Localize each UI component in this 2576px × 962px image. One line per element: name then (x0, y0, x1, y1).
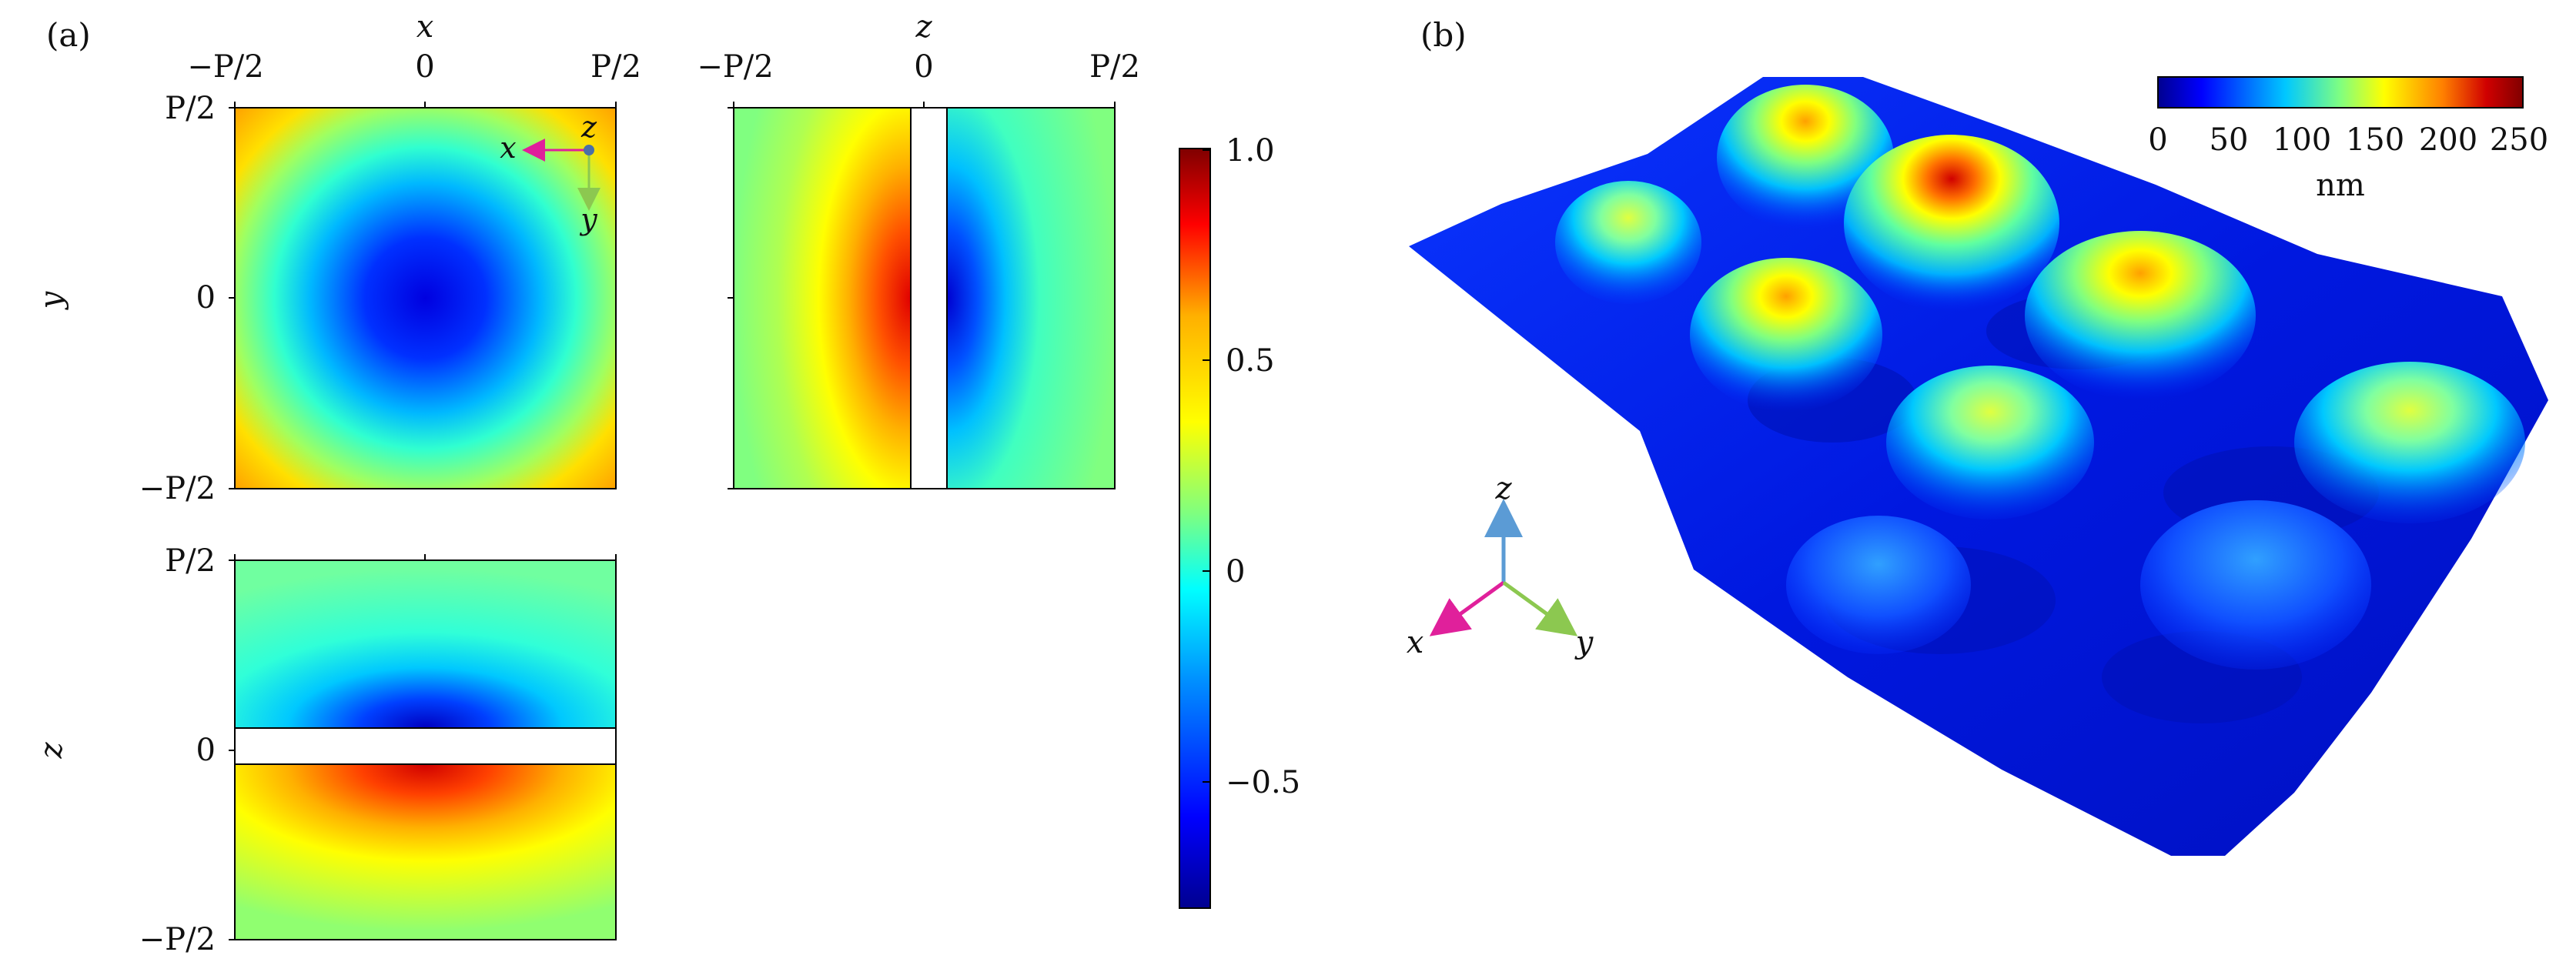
colorbar-b-tick: 250 (2490, 122, 2548, 158)
map-xz-left-axis-label: z (34, 742, 69, 760)
x-tick-label: 0 (415, 49, 434, 85)
y-tick-label: −P/2 (139, 922, 216, 957)
x-tick-label: P/2 (590, 49, 641, 85)
inset-axes: x y z (500, 110, 601, 236)
y-tick-label: 0 (196, 733, 216, 768)
peak (2294, 362, 2525, 523)
inset-x-label: x (500, 131, 516, 165)
peak (2140, 500, 2371, 670)
colorbar-b: 0 50 100 150 200 250 nm (2148, 76, 2548, 203)
x-axis-label: x (1407, 625, 1424, 660)
map-xy: x −P/2 0 P/2 P/2 0 −P/2 y x y z (34, 9, 641, 506)
colorbar-b-tick: 100 (2273, 122, 2331, 158)
map-xy-left-axis-label: y (34, 290, 69, 310)
map-zy-slab (911, 108, 947, 489)
colorbar-b-tick: 0 (2148, 122, 2167, 158)
surface-3d (1409, 77, 2548, 856)
map-xy-top-axis-label: x (417, 9, 434, 45)
panel-b-label: (b) (1420, 16, 1467, 54)
map-zy-top-axis-label: z (915, 9, 932, 45)
colorbar-a-tick: 0.5 (1226, 343, 1275, 379)
colorbar-a-bar (1179, 148, 1211, 909)
y-tick-label: P/2 (165, 91, 216, 126)
x-tick-label: P/2 (1089, 49, 1140, 85)
y-axis-arrow (1502, 580, 1578, 636)
colorbar-a-tick: 0 (1226, 554, 1245, 590)
inset-z-label: z (580, 110, 597, 144)
x-axis-arrow (1429, 580, 1505, 636)
axis-triad: z x y (1407, 471, 1594, 660)
y-tick-label: P/2 (165, 543, 216, 579)
panel-a-label: (a) (46, 16, 91, 54)
map-xz-field-top (235, 560, 616, 728)
peak (1690, 258, 1882, 412)
colorbar-b-tick: 200 (2419, 122, 2477, 158)
peak (1717, 85, 1894, 231)
colorbar-b-tick: 150 (2346, 122, 2404, 158)
map-xz-slab (235, 728, 616, 764)
inset-z-dot (584, 145, 594, 155)
map-zy-field-right (947, 108, 1115, 489)
colorbar-b-tick: 50 (2210, 122, 2249, 158)
x-tick-label: 0 (914, 49, 933, 85)
y-axis-label: y (1574, 625, 1594, 660)
map-xy-field (235, 108, 616, 489)
inset-y-label: y (579, 202, 597, 236)
colorbar-a-tick: 1.0 (1226, 133, 1275, 169)
colorbar-a-tick: −0.5 (1226, 765, 1300, 800)
map-xz-field-bottom (235, 764, 616, 940)
peak (1886, 366, 2094, 519)
peak (1555, 181, 1701, 304)
map-zy: z −P/2 0 P/2 (697, 9, 1140, 489)
y-tick-label: 0 (196, 280, 216, 316)
map-zy-field-left (734, 108, 911, 489)
colorbar-a: 1.0 0.5 0 −0.5 (1179, 133, 1300, 909)
x-tick-label: −P/2 (187, 49, 263, 85)
peak (1844, 135, 2059, 312)
map-xz: P/2 0 −P/2 z (34, 543, 617, 957)
x-tick-label: −P/2 (697, 49, 773, 85)
y-tick-label: −P/2 (139, 471, 216, 506)
z-axis-label: z (1494, 471, 1512, 506)
colorbar-b-unit: nm (2316, 168, 2365, 203)
colorbar-b-bar (2157, 76, 2524, 109)
peak (1786, 516, 1971, 654)
peak (2025, 231, 2256, 400)
